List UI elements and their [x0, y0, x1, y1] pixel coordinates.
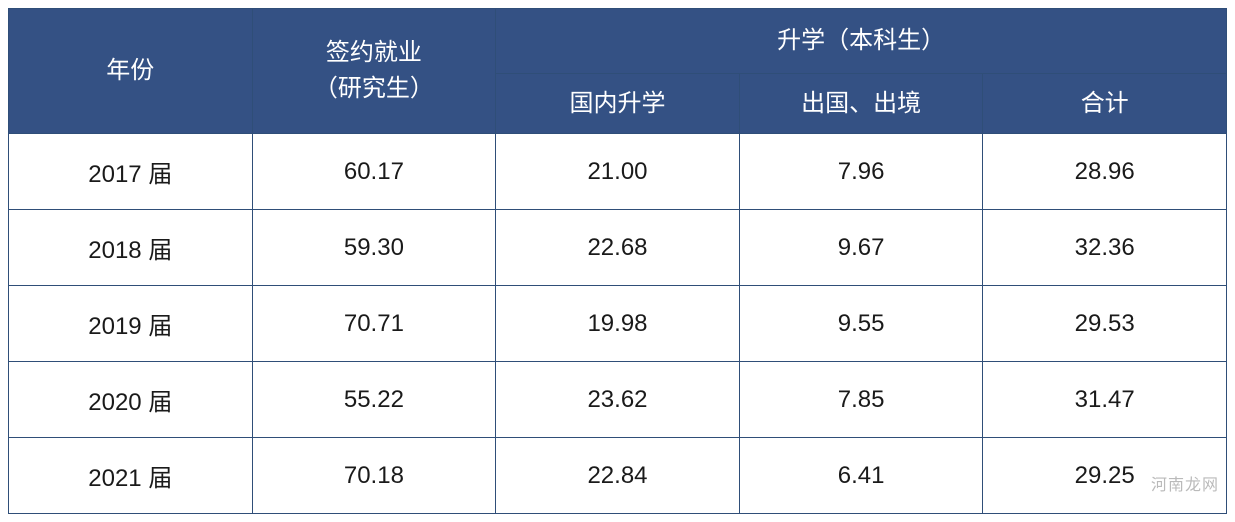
header-abroad: 出国、出境	[739, 74, 983, 134]
cell-year: 2017 届	[9, 134, 253, 210]
cell-domestic: 22.84	[496, 438, 740, 514]
data-table: 年份 签约就业（研究生） 升学（本科生） 国内升学 出国、出境 合计 2017 …	[8, 8, 1227, 514]
cell-contract: 59.30	[252, 210, 496, 286]
cell-domestic: 22.68	[496, 210, 740, 286]
header-contract-employment: 签约就业（研究生）	[252, 9, 496, 134]
cell-abroad: 7.96	[739, 134, 983, 210]
header-total: 合计	[983, 74, 1227, 134]
cell-year: 2019 届	[9, 286, 253, 362]
cell-abroad: 9.55	[739, 286, 983, 362]
table-body: 2017 届 60.17 21.00 7.96 28.96 2018 届 59.…	[9, 134, 1227, 514]
cell-domestic: 19.98	[496, 286, 740, 362]
table-row: 2018 届 59.30 22.68 9.67 32.36	[9, 210, 1227, 286]
cell-total: 29.53	[983, 286, 1227, 362]
cell-total: 31.47	[983, 362, 1227, 438]
cell-total: 32.36	[983, 210, 1227, 286]
cell-contract: 70.71	[252, 286, 496, 362]
cell-year: 2018 届	[9, 210, 253, 286]
header-year: 年份	[9, 9, 253, 134]
cell-total: 28.96	[983, 134, 1227, 210]
cell-year: 2020 届	[9, 362, 253, 438]
cell-abroad: 9.67	[739, 210, 983, 286]
table-row: 2019 届 70.71 19.98 9.55 29.53	[9, 286, 1227, 362]
cell-domestic: 21.00	[496, 134, 740, 210]
cell-abroad: 7.85	[739, 362, 983, 438]
cell-year: 2021 届	[9, 438, 253, 514]
header-domestic: 国内升学	[496, 74, 740, 134]
cell-contract: 55.22	[252, 362, 496, 438]
cell-total: 29.25	[983, 438, 1227, 514]
cell-contract: 60.17	[252, 134, 496, 210]
header-further-study-group: 升学（本科生）	[496, 9, 1227, 74]
cell-abroad: 6.41	[739, 438, 983, 514]
data-table-wrapper: 年份 签约就业（研究生） 升学（本科生） 国内升学 出国、出境 合计 2017 …	[8, 8, 1227, 514]
table-header: 年份 签约就业（研究生） 升学（本科生） 国内升学 出国、出境 合计	[9, 9, 1227, 134]
cell-contract: 70.18	[252, 438, 496, 514]
table-row: 2017 届 60.17 21.00 7.96 28.96	[9, 134, 1227, 210]
cell-domestic: 23.62	[496, 362, 740, 438]
table-row: 2021 届 70.18 22.84 6.41 29.25	[9, 438, 1227, 514]
table-row: 2020 届 55.22 23.62 7.85 31.47	[9, 362, 1227, 438]
